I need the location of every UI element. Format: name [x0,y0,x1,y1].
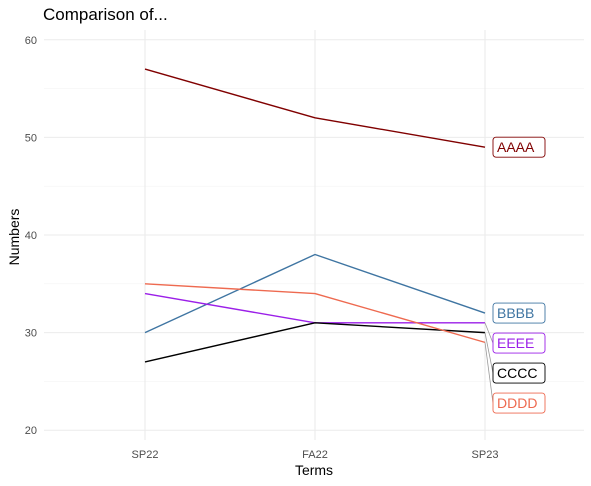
label-box-bbbb [492,302,546,324]
label-box-dddd [492,392,546,414]
label-box-cccc [492,362,546,384]
y-tick-label: 20 [25,425,37,437]
series-line-bbbb [144,253,486,334]
chart-title: Comparison of... [43,5,168,24]
y-axis-ticks: 20 30 40 50 60 [25,35,37,437]
x-axis-title: Terms [295,462,333,478]
series-label-eeee: EEEE [497,335,534,351]
series-line-dddd [144,283,486,344]
x-tick-label: SP22 [132,449,159,461]
series-lines [144,68,486,363]
grid [44,30,584,440]
label-leader-cccc [484,332,494,374]
series-line-cccc [144,322,486,363]
series-label-bbbb: BBBB [497,305,534,321]
x-tick-label: FA22 [302,449,328,461]
label-box-aaaa [492,136,546,158]
y-tick-label: 50 [25,132,37,144]
label-leader-eeee [484,322,494,344]
y-tick-label: 40 [25,230,37,242]
x-tick-label: SP23 [472,449,499,461]
series-label-aaaa: AAAA [497,139,535,155]
y-tick-label: 30 [25,328,37,340]
x-axis-ticks: SP22 FA22 SP23 [132,449,499,461]
label-box-eeee [492,332,546,354]
series-label-cccc: CCCC [497,365,537,381]
series-line-aaaa [144,68,486,148]
label-leader-dddd [484,342,494,404]
y-axis-title: Numbers [6,209,22,266]
series-labels: AAAA BBBB EEEE CCCC DDDD [484,136,546,414]
y-tick-label: 60 [25,35,37,47]
series-label-dddd: DDDD [497,395,537,411]
